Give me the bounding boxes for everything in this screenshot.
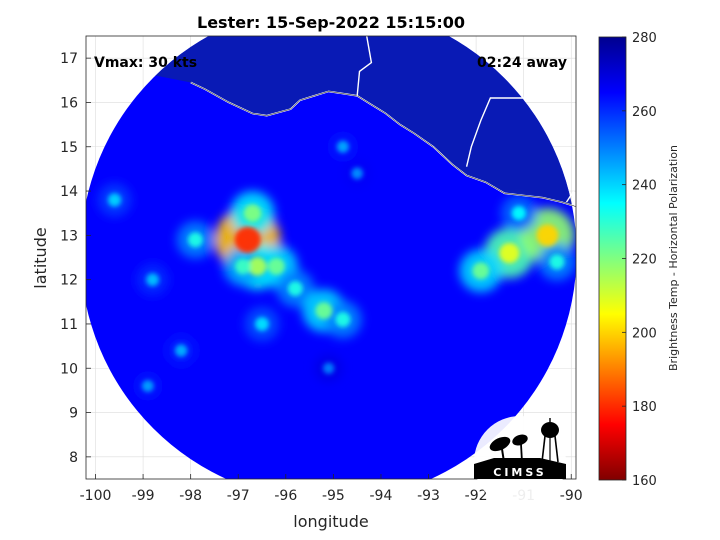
land-region	[86, 36, 576, 207]
axes-box	[85, 35, 577, 480]
feature-core	[247, 257, 267, 276]
feature-core	[549, 254, 565, 270]
x-axis-label: longitude	[293, 512, 368, 531]
coastline-shadow	[190, 82, 576, 207]
feature-core	[336, 140, 350, 153]
logo-water-tower	[541, 418, 559, 463]
colorbar	[598, 36, 627, 481]
y-tick-label: 10	[60, 361, 78, 377]
y-tick-label: 16	[60, 95, 78, 111]
feature-core	[511, 206, 527, 221]
colorbar-tick-label: 220	[632, 253, 657, 268]
country-borders	[356, 36, 575, 203]
x-tick-label: -96	[274, 488, 297, 504]
y-tick-label: 8	[69, 450, 78, 466]
feature-core	[472, 262, 490, 280]
swath-layer	[86, 36, 576, 479]
logo-dishes	[489, 434, 528, 463]
y-tick-label: 17	[60, 51, 78, 67]
x-tick-label: -92	[465, 488, 488, 504]
y-tick-label: 9	[69, 406, 78, 422]
feature-core	[287, 280, 303, 297]
colorbar-tick-label: 240	[632, 179, 657, 194]
feature-core	[234, 226, 261, 253]
border-line	[565, 190, 575, 203]
feature-core	[141, 379, 154, 392]
x-tick-label: -97	[227, 488, 250, 504]
x-tick-label: -93	[417, 488, 440, 504]
y-tick-labels: 8 9 10 11 12 13 14 15 16 17	[60, 51, 91, 466]
feature-core	[536, 224, 559, 247]
feature-core	[255, 317, 269, 331]
x-tick-label: -90	[560, 488, 583, 504]
feature-core	[187, 232, 203, 248]
feature-core	[499, 242, 520, 264]
border-line	[532, 66, 558, 99]
colorbar-tick-label: 180	[632, 400, 657, 415]
feature-core	[323, 362, 335, 374]
colorbar-label: Brightness Temp - Horizontal Polarizatio…	[667, 145, 680, 371]
x-tick-label: -94	[370, 488, 393, 504]
y-tick-label: 13	[60, 228, 78, 244]
feature-core	[174, 344, 188, 357]
colorbar-tick-labels: 160 180 200 220 240 260 280	[622, 31, 657, 489]
border-line	[465, 97, 548, 167]
border-line	[356, 36, 373, 96]
colorbar-tick-label: 280	[632, 31, 657, 46]
logo-building	[474, 458, 566, 479]
colorbar-tick-label: 160	[632, 474, 657, 489]
y-tick-label: 14	[60, 184, 78, 200]
colorbar-tick-label: 260	[632, 105, 657, 120]
brightness-cores	[107, 140, 565, 392]
vmax-annotation: Vmax: 30 kts	[94, 55, 197, 71]
feature-core	[107, 193, 122, 207]
y-tick-label: 15	[60, 140, 78, 156]
y-tick-label: 12	[60, 273, 78, 289]
feature-core	[335, 312, 351, 328]
y-tick-label: 11	[60, 317, 78, 333]
feature-core	[235, 258, 251, 275]
time-away-annotation: 02:24 away	[477, 55, 567, 71]
chart-title: Lester: 15-Sep-2022 15:15:00	[197, 13, 465, 32]
x-tick-label: -98	[179, 488, 202, 504]
logo-text: CIMSS	[493, 466, 546, 479]
cimss-logo: CIMSS	[474, 416, 566, 508]
x-tick-label: -95	[322, 488, 345, 504]
feature-core	[146, 273, 160, 287]
feature-core	[243, 204, 262, 222]
feature-core	[315, 302, 333, 320]
colorbar-tick-label: 200	[632, 326, 657, 341]
x-tick-label: -99	[132, 488, 155, 504]
y-axis-label: latitude	[31, 227, 50, 288]
feature-core	[351, 167, 363, 180]
data-layer	[86, 36, 576, 479]
x-tick-label: -100	[80, 488, 112, 504]
feature-core	[267, 257, 285, 275]
